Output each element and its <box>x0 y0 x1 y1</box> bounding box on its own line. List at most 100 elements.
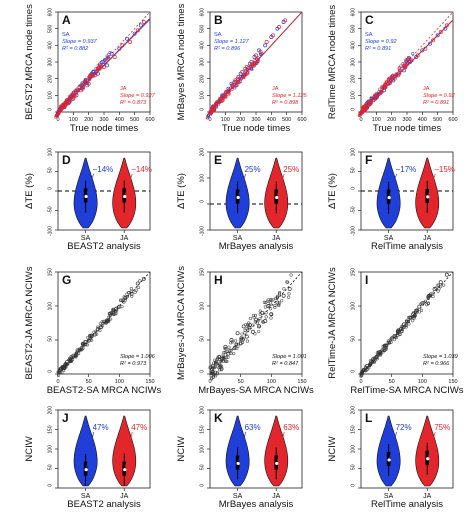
data-point <box>420 48 425 53</box>
density-point <box>269 298 274 302</box>
data-point <box>281 293 286 298</box>
fit-line-ja <box>209 11 303 113</box>
median-point <box>275 461 279 466</box>
y-axis-label: MrBayes MRCA node times <box>176 3 187 120</box>
density-point <box>225 359 229 364</box>
x-tick-label: 100 <box>267 379 276 385</box>
density-point <box>417 310 422 314</box>
y-tick-label: 0 <box>350 187 356 190</box>
density-point <box>389 75 394 79</box>
x-tick-label: 150 <box>297 379 306 385</box>
data-point <box>264 40 269 44</box>
median-point <box>236 195 240 200</box>
data-point <box>270 33 275 38</box>
y-tick-label: 150 <box>47 268 53 277</box>
x-axis-label: RelTime-SA MRCA NCIWs <box>350 385 463 396</box>
density-point <box>392 338 396 342</box>
data-point <box>250 329 255 334</box>
y-tick-label: 150 <box>47 425 53 434</box>
y-tick-label: 0 <box>199 370 205 373</box>
panel-f: F ΔTE (%) -100 -50 0 50 100 RelTime analysis −17… <box>327 148 455 252</box>
median-point <box>387 458 391 462</box>
density-point <box>221 98 225 103</box>
density-point <box>397 66 401 70</box>
y-tick-label: -50 <box>47 206 53 213</box>
y-tick-label: 200 <box>350 74 356 83</box>
density-point <box>258 309 262 313</box>
density-point <box>384 344 388 348</box>
density-point <box>271 298 275 302</box>
x-tick-label: 500 <box>130 117 139 123</box>
group-name: JA <box>423 235 432 242</box>
data-point <box>431 38 436 43</box>
group-name: SA <box>81 235 91 242</box>
y-tick-label: 200 <box>47 74 53 83</box>
y-axis-label: NCIW <box>327 436 338 461</box>
density-point <box>64 364 68 368</box>
x-tick-label: 150 <box>145 379 154 385</box>
density-point <box>79 87 84 91</box>
x-tick-label: 600 <box>145 117 154 123</box>
density-point <box>256 57 260 62</box>
density-point <box>269 316 273 320</box>
annotation-sa: Slope = 0.92 <box>365 39 397 45</box>
panel-letter: E <box>214 153 222 167</box>
y-axis-label: ΔTE (%) <box>327 173 338 209</box>
y-tick-label: 600 <box>199 8 205 17</box>
plot-frame <box>209 151 303 231</box>
y-tick-label: 500 <box>47 24 53 33</box>
density-point <box>442 283 446 287</box>
density-point <box>95 332 99 336</box>
x-tick-label: 200 <box>84 117 93 123</box>
x-tick-label: 100 <box>372 117 381 123</box>
density-point <box>253 313 258 318</box>
y-tick-label: -100 <box>47 226 53 236</box>
annotation-sa: SA <box>214 32 222 38</box>
data-point <box>257 324 262 329</box>
violin-sa <box>73 415 98 487</box>
data-point <box>283 18 288 23</box>
group-value-label: 25% <box>245 165 261 174</box>
x-axis-label: BEAST2-SA MRCA NCIWs <box>47 385 162 396</box>
y-tick-label: -100 <box>350 226 356 236</box>
data-point <box>254 53 258 58</box>
data-point <box>287 287 292 291</box>
y-tick-label: 150 <box>350 425 356 434</box>
density-point <box>245 339 250 343</box>
density-point <box>419 308 424 312</box>
data-point <box>235 331 240 336</box>
panel-letter: I <box>365 273 368 287</box>
x-tick-label: 50 <box>238 379 244 385</box>
data-point <box>392 76 397 81</box>
density-point <box>81 341 85 346</box>
density-point <box>229 348 233 352</box>
group-value-label: 72% <box>396 423 412 432</box>
y-axis-label: RelTime-JA MRCA NCIWs <box>327 267 338 379</box>
density-point <box>58 370 62 374</box>
plot-frame <box>57 409 151 489</box>
panel-letter: J <box>62 411 69 425</box>
group-name: JA <box>272 493 281 500</box>
label-leader <box>389 173 397 196</box>
group-name: JA <box>120 235 129 242</box>
y-tick-label: 400 <box>47 41 53 50</box>
density-point <box>247 325 251 330</box>
density-point <box>230 83 235 87</box>
density-point <box>358 113 362 117</box>
group-name: JA <box>423 493 432 500</box>
density-point <box>261 320 266 324</box>
y-tick-label: 200 <box>47 406 53 415</box>
density-point <box>232 351 236 356</box>
y-tick-label: 100 <box>47 302 53 311</box>
density-point <box>257 324 261 328</box>
x-tick-label: 0 <box>208 379 211 385</box>
annotation-fit: Slope = 1.039 <box>423 354 458 360</box>
density-point <box>236 344 240 348</box>
density-point <box>406 57 410 62</box>
identity-line <box>57 11 151 113</box>
density-point <box>209 368 214 372</box>
y-tick-label: 0 <box>199 200 205 203</box>
density-point <box>60 365 64 369</box>
y-tick-label: 50 <box>199 464 205 470</box>
x-axis-label: MrBayes analysis <box>219 241 294 252</box>
